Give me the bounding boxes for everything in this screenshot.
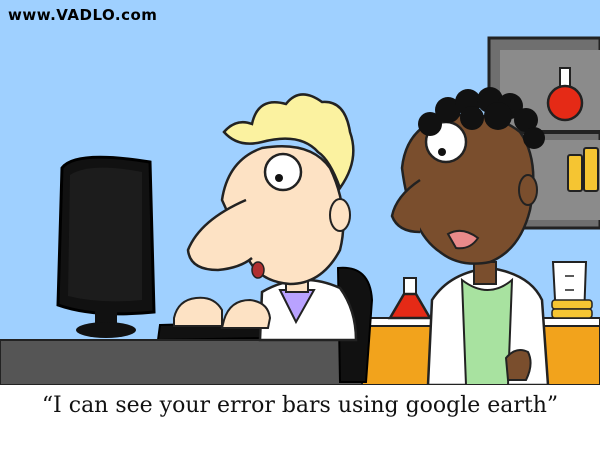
blond-scientist <box>173 93 358 342</box>
bottles-icon <box>567 147 599 192</box>
yellow-pads-icon <box>551 299 593 319</box>
cartoon-caption: “I can see your error bars using google … <box>41 393 559 418</box>
watermark-text: www.VADLO.com <box>8 6 158 24</box>
desk <box>0 339 363 385</box>
dark-haired-scientist <box>390 87 550 385</box>
round-flask-icon <box>546 67 584 122</box>
cartoon-scene: www.VADLO.com <box>0 0 600 385</box>
computer-monitor-icon <box>56 155 156 338</box>
